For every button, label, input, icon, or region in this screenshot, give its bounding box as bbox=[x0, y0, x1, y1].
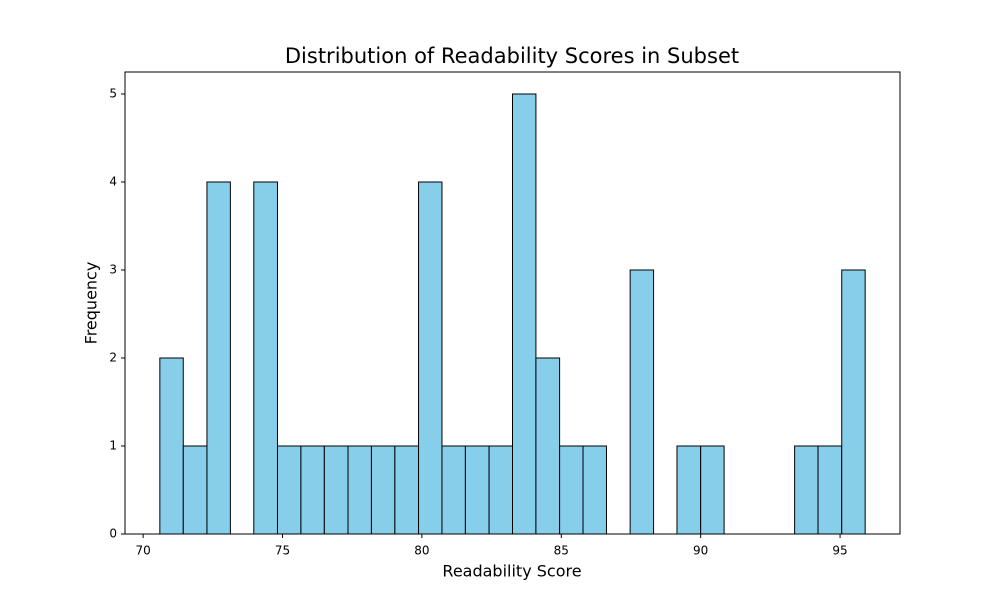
bar bbox=[253, 181, 278, 535]
bar bbox=[629, 269, 655, 535]
bar bbox=[841, 269, 866, 535]
x-tick-label: 85 bbox=[554, 544, 569, 558]
x-tick-label: 80 bbox=[414, 544, 429, 558]
bar bbox=[817, 445, 843, 535]
bar bbox=[582, 445, 607, 535]
y-tick-label: 3 bbox=[109, 263, 117, 277]
y-tick-label: 2 bbox=[109, 351, 117, 365]
x-tick-label: 95 bbox=[832, 544, 847, 558]
bar bbox=[559, 445, 584, 535]
bar bbox=[300, 445, 325, 535]
x-axis-label: Readability Score bbox=[442, 562, 581, 581]
y-tick-label: 1 bbox=[109, 439, 117, 453]
bar bbox=[464, 445, 490, 535]
bar bbox=[441, 445, 466, 535]
y-tick-label: 0 bbox=[109, 527, 117, 541]
x-tick-label: 90 bbox=[693, 544, 708, 558]
bar bbox=[418, 181, 443, 535]
bar bbox=[394, 445, 420, 535]
bar bbox=[700, 445, 725, 535]
x-tick-label: 75 bbox=[275, 544, 290, 558]
bar bbox=[535, 357, 561, 535]
y-axis-label: Frequency bbox=[82, 262, 101, 345]
y-tick-label: 4 bbox=[109, 175, 117, 189]
bar bbox=[794, 445, 819, 535]
plot-frame bbox=[124, 71, 901, 535]
chart-title: Distribution of Readability Scores in Su… bbox=[285, 44, 739, 68]
bar bbox=[370, 445, 396, 535]
bar bbox=[347, 445, 372, 535]
bar bbox=[512, 93, 537, 535]
bar bbox=[323, 445, 349, 535]
x-tick-label: 70 bbox=[135, 544, 150, 558]
bar bbox=[276, 445, 302, 535]
bar bbox=[488, 445, 513, 535]
bar bbox=[206, 181, 231, 535]
y-tick-label: 5 bbox=[109, 87, 117, 101]
bar bbox=[159, 357, 184, 535]
bar bbox=[182, 445, 208, 535]
bar bbox=[676, 445, 702, 535]
